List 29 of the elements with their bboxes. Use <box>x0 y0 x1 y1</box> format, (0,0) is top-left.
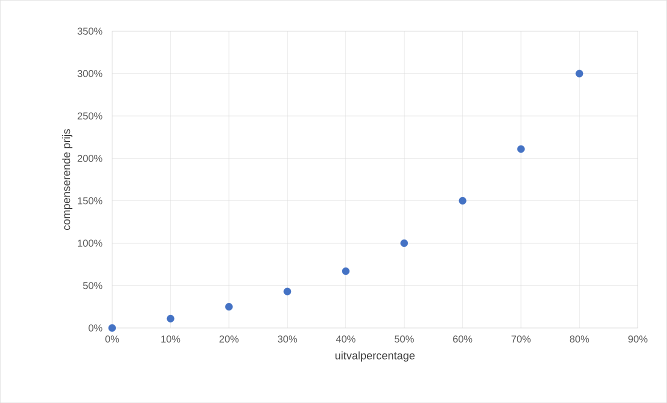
y-axis-title: compenserende prijs <box>62 129 72 230</box>
x-tick-label: 80% <box>570 335 590 342</box>
x-tick-label: 50% <box>394 335 414 342</box>
point <box>284 288 292 296</box>
y-tick-label: 100% <box>78 240 102 247</box>
x-tick-label: 60% <box>453 335 472 342</box>
point <box>400 239 408 247</box>
y-tick-label: 150% <box>78 197 102 204</box>
y-tick-label: 0% <box>88 324 102 332</box>
x-tick-label: 40% <box>336 335 356 342</box>
y-tick-label: 350% <box>78 28 102 35</box>
point <box>108 324 116 332</box>
x-tick-label: 70% <box>512 335 531 342</box>
point <box>576 70 584 78</box>
y-tick-label: 50% <box>83 282 102 290</box>
x-tick-label: 10% <box>161 335 180 342</box>
y-tick-label: 250% <box>78 112 102 120</box>
point <box>342 267 350 275</box>
x-tick-label: 90% <box>628 335 648 342</box>
x-axis-title: uitvalpercentage <box>336 351 415 362</box>
point <box>166 314 174 322</box>
point <box>458 196 466 205</box>
x-tick-label: 20% <box>219 335 239 342</box>
point <box>517 145 525 153</box>
x-tick-label: 0% <box>105 335 119 342</box>
x-tick-label: 30% <box>278 335 297 342</box>
point <box>225 302 233 311</box>
y-tick-label: 200% <box>78 154 102 162</box>
y-tick-label: 300% <box>78 70 102 78</box>
